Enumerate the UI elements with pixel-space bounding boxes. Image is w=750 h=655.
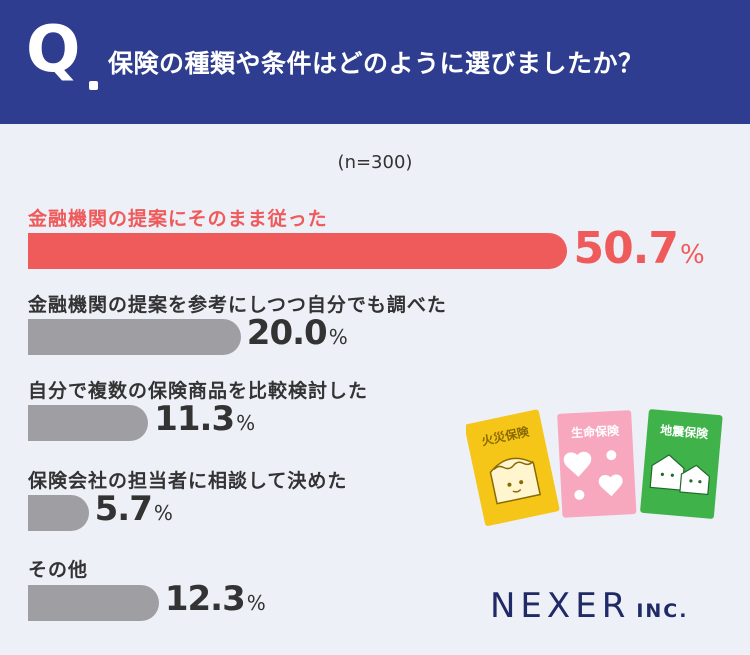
logo-sub-text: INC. [636,600,689,622]
bar [28,405,149,441]
logo-main-text: NEXER [490,586,631,626]
question-mark-q: Q [26,13,81,87]
life-insurance-card: 生命保険 [557,410,637,518]
sample-size-note: (n=300) [337,152,413,173]
value-label: 12.3% [164,579,266,619]
value-number: 11.3 [154,399,235,439]
bar [28,585,159,621]
fire-insurance-card: 火災保険 [466,409,560,526]
value-number: 50.7 [573,223,679,274]
question-title: 保険の種類や条件はどのように選びましたか？ [108,49,644,78]
life-insurance-label: 生命保険 [571,423,621,441]
value-unit: % [236,411,255,435]
value-label: 11.3% [154,399,255,439]
question-dot [89,81,98,90]
house-icon [489,457,542,505]
value-label: 50.7% [573,223,705,274]
earthquake-insurance-card: 地震保険 [640,409,723,519]
value-number: 12.3 [164,579,246,619]
bar [28,495,89,531]
category-label: 自分で複数の保険商品を比較検討した [28,380,369,402]
value-unit: % [246,591,266,615]
insurance-cards-illustration: 火災保険 生命保険 地震保険 [466,409,723,526]
earthquake-insurance-label: 地震保険 [660,422,710,441]
category-label: その他 [28,559,89,581]
bar [28,319,241,355]
category-label: 金融機関の提案にそのまま従った [28,208,328,230]
value-unit: % [328,325,348,349]
header-banner: Q 保険の種類や条件はどのように選びましたか？ [0,0,750,124]
value-unit: % [153,501,173,525]
value-unit: % [680,240,705,270]
category-label: 金融機関の提案を参考にしつつ自分でも調べた [28,294,447,316]
bar [28,233,568,269]
houses-icon [649,454,710,496]
hearts-icon [563,450,623,500]
value-number: 20.0 [246,313,328,353]
value-label: 5.7% [94,489,173,529]
category-label: 保険会社の担当者に相談して決めた [28,470,348,492]
nexer-logo: NEXER INC. [490,586,688,626]
value-label: 20.0% [246,313,348,353]
value-number: 5.7 [94,489,153,529]
